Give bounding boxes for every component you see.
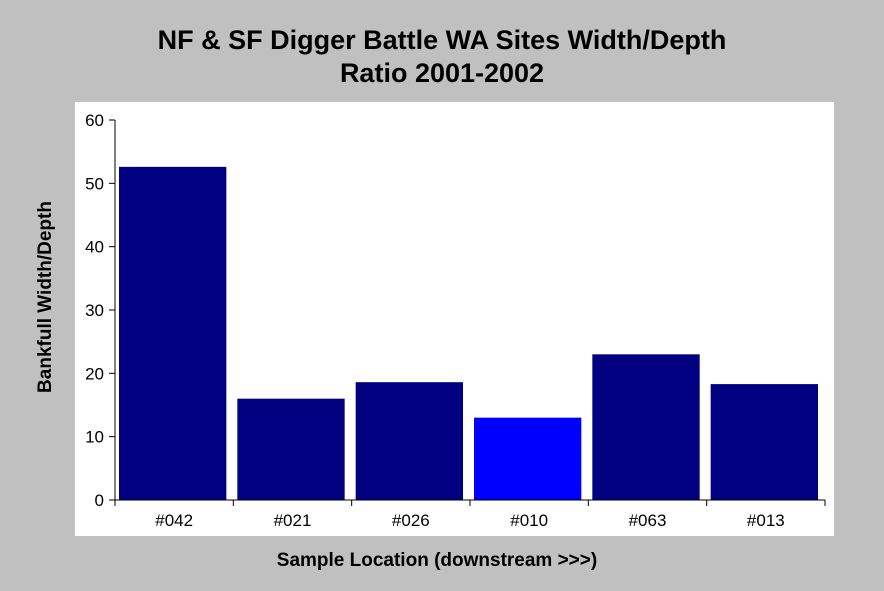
x-axis-title: Sample Location (downstream >>>) <box>277 550 597 571</box>
bar-026 <box>355 382 463 500</box>
bar-021 <box>237 398 345 500</box>
y-tick-label: 10 <box>85 428 104 447</box>
axes-layer: 0 10 20 30 40 50 60 #042 #021 #026 #010 #063 #013 <box>85 111 826 530</box>
x-tick-label: #042 <box>155 511 193 530</box>
bar-010 <box>474 417 582 500</box>
chart-title-line-2: Ratio 2001-2002 <box>339 58 545 88</box>
bar-063 <box>592 354 700 500</box>
y-axis-title: Bankfull Width/Depth <box>35 201 56 393</box>
bar-013 <box>710 384 818 500</box>
y-tick-label: 50 <box>85 174 104 193</box>
chart-title-line-1: NF & SF Digger Battle WA Sites Width/Dep… <box>157 25 727 55</box>
x-tick-label: #013 <box>747 511 785 530</box>
y-tick-label: 0 <box>95 491 104 510</box>
y-tick-label: 30 <box>85 301 104 320</box>
bar-042 <box>119 166 227 500</box>
chart-title: NF & SF Digger Battle WA Sites Width/Dep… <box>0 24 884 90</box>
x-tick-label: #021 <box>274 511 312 530</box>
bars-layer <box>119 166 818 500</box>
y-tick-label: 20 <box>85 364 104 383</box>
x-tick-label: #010 <box>510 511 548 530</box>
y-tick-label: 40 <box>85 238 104 257</box>
x-tick-label: #026 <box>392 511 430 530</box>
x-tick-label: #063 <box>629 511 667 530</box>
y-tick-label: 60 <box>85 111 104 130</box>
